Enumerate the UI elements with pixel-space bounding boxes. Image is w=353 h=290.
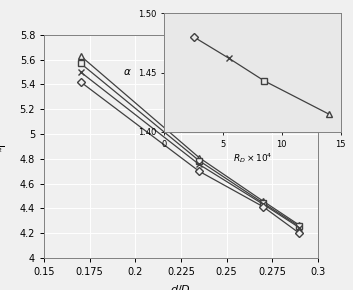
Text: $\frac{V_b}{dD^2}$: $\frac{V_b}{dD^2}$ <box>0 134 4 159</box>
Y-axis label: $\alpha$: $\alpha$ <box>123 68 131 77</box>
X-axis label: $d/D$: $d/D$ <box>170 283 191 290</box>
X-axis label: $R_D \times 10^4$: $R_D \times 10^4$ <box>233 151 272 165</box>
